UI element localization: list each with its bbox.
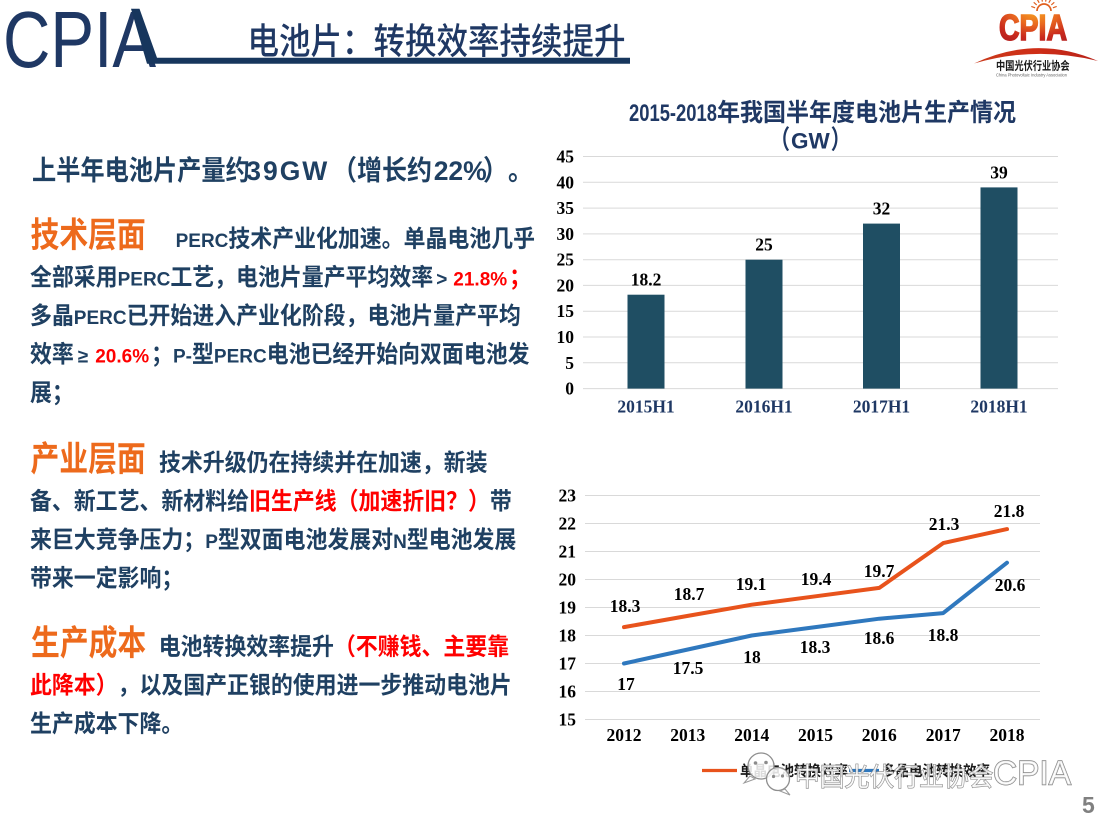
svg-text:18.3: 18.3 bbox=[610, 596, 641, 616]
svg-text:20: 20 bbox=[557, 275, 575, 295]
svg-text:2015H1: 2015H1 bbox=[617, 397, 674, 417]
svg-text:15: 15 bbox=[557, 301, 575, 321]
svg-text:18.7: 18.7 bbox=[674, 584, 705, 604]
svg-text:2017: 2017 bbox=[926, 725, 961, 745]
svg-text:China Photovoltaic Industry As: China Photovoltaic Industry Association bbox=[996, 73, 1067, 78]
svg-text:30: 30 bbox=[557, 224, 575, 244]
svg-text:P: P bbox=[205, 532, 218, 553]
svg-text:≥: ≥ bbox=[78, 347, 88, 368]
svg-text:2014: 2014 bbox=[734, 725, 769, 745]
svg-text:N: N bbox=[393, 532, 407, 553]
svg-text:18: 18 bbox=[743, 647, 761, 667]
svg-text:23: 23 bbox=[559, 486, 577, 506]
svg-text:20.6%: 20.6% bbox=[95, 347, 149, 368]
svg-text:PERC: PERC bbox=[176, 231, 229, 252]
svg-text:17.5: 17.5 bbox=[673, 658, 704, 678]
svg-text:2018H1: 2018H1 bbox=[970, 397, 1027, 417]
svg-text:21.8%: 21.8% bbox=[453, 270, 507, 291]
svg-text:2012: 2012 bbox=[607, 725, 642, 745]
svg-text:18.8: 18.8 bbox=[928, 625, 959, 645]
svg-text:21.8: 21.8 bbox=[994, 501, 1025, 521]
svg-text:45: 45 bbox=[557, 147, 575, 167]
svg-text:20.6: 20.6 bbox=[995, 575, 1026, 595]
svg-text:32: 32 bbox=[873, 199, 891, 219]
svg-text:PERC: PERC bbox=[118, 270, 171, 291]
svg-text:25: 25 bbox=[557, 250, 575, 270]
svg-text:CPIA: CPIA bbox=[3, 0, 156, 84]
svg-text:2016H1: 2016H1 bbox=[735, 397, 792, 417]
svg-text:22: 22 bbox=[559, 514, 577, 534]
svg-text:21: 21 bbox=[559, 542, 577, 562]
svg-text:P-: P- bbox=[173, 347, 192, 368]
svg-text:18.2: 18.2 bbox=[631, 270, 662, 290]
svg-text:GW: GW bbox=[791, 129, 831, 154]
svg-text:PERC: PERC bbox=[214, 347, 267, 368]
svg-text:2013: 2013 bbox=[670, 725, 705, 745]
svg-text:40: 40 bbox=[557, 172, 575, 192]
svg-text:15: 15 bbox=[559, 710, 577, 730]
svg-text:21.3: 21.3 bbox=[929, 514, 960, 534]
svg-text:19.7: 19.7 bbox=[864, 561, 895, 581]
svg-text:2016: 2016 bbox=[862, 725, 897, 745]
svg-text:17: 17 bbox=[559, 654, 577, 674]
svg-text:CPIA: CPIA bbox=[993, 755, 1071, 793]
svg-text:18.3: 18.3 bbox=[800, 637, 831, 657]
svg-text:PERC: PERC bbox=[74, 308, 127, 329]
svg-text:25: 25 bbox=[755, 235, 773, 255]
svg-text:5: 5 bbox=[1082, 792, 1095, 818]
svg-text:19.4: 19.4 bbox=[801, 569, 832, 589]
svg-text:2015-2018: 2015-2018 bbox=[629, 100, 717, 127]
svg-text:2018: 2018 bbox=[990, 725, 1025, 745]
svg-text:2017H1: 2017H1 bbox=[853, 397, 910, 417]
svg-text:2015: 2015 bbox=[798, 725, 833, 745]
svg-text:22%: 22% bbox=[434, 156, 487, 186]
svg-text:CPIA: CPIA bbox=[999, 7, 1067, 48]
svg-text:17: 17 bbox=[617, 674, 635, 694]
svg-text:39GW: 39GW bbox=[246, 156, 327, 186]
svg-text:5: 5 bbox=[565, 353, 574, 373]
svg-text:18.6: 18.6 bbox=[864, 628, 895, 648]
svg-text:16: 16 bbox=[559, 682, 577, 702]
svg-text:18: 18 bbox=[559, 626, 577, 646]
svg-text:19: 19 bbox=[559, 598, 577, 618]
svg-text:20: 20 bbox=[559, 570, 577, 590]
svg-text:10: 10 bbox=[557, 327, 575, 347]
svg-text:0: 0 bbox=[565, 379, 574, 399]
svg-text:35: 35 bbox=[557, 198, 575, 218]
svg-text:39: 39 bbox=[990, 162, 1008, 182]
svg-text:19.1: 19.1 bbox=[736, 574, 767, 594]
svg-text:>: > bbox=[436, 270, 447, 291]
